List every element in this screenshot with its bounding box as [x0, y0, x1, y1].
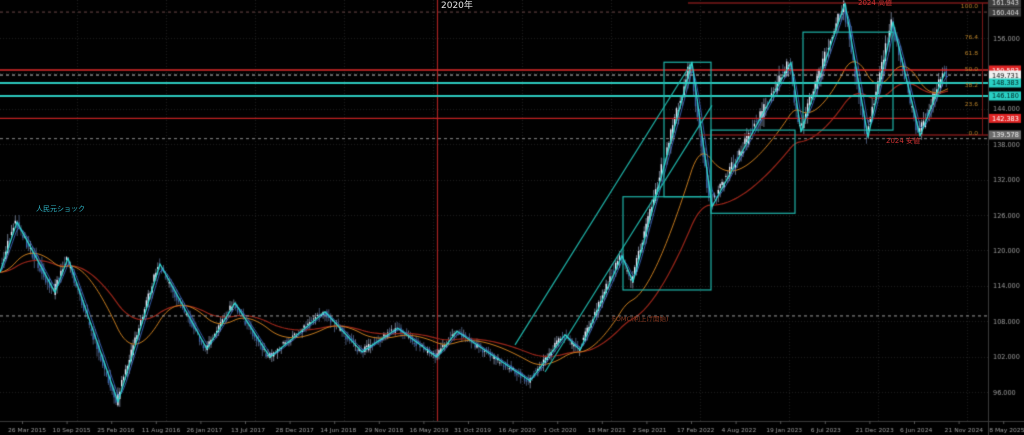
high-2024-label[interactable]: 2024 高値 [858, 0, 893, 7]
cny-shock-label[interactable]: 人民元ショック [36, 205, 85, 213]
fomc-label[interactable]: FOMC(利上げ開始) [612, 315, 669, 323]
year-2020-label: 2020年 [441, 1, 473, 11]
low-2024-label[interactable]: 2024 安値 [886, 137, 921, 145]
